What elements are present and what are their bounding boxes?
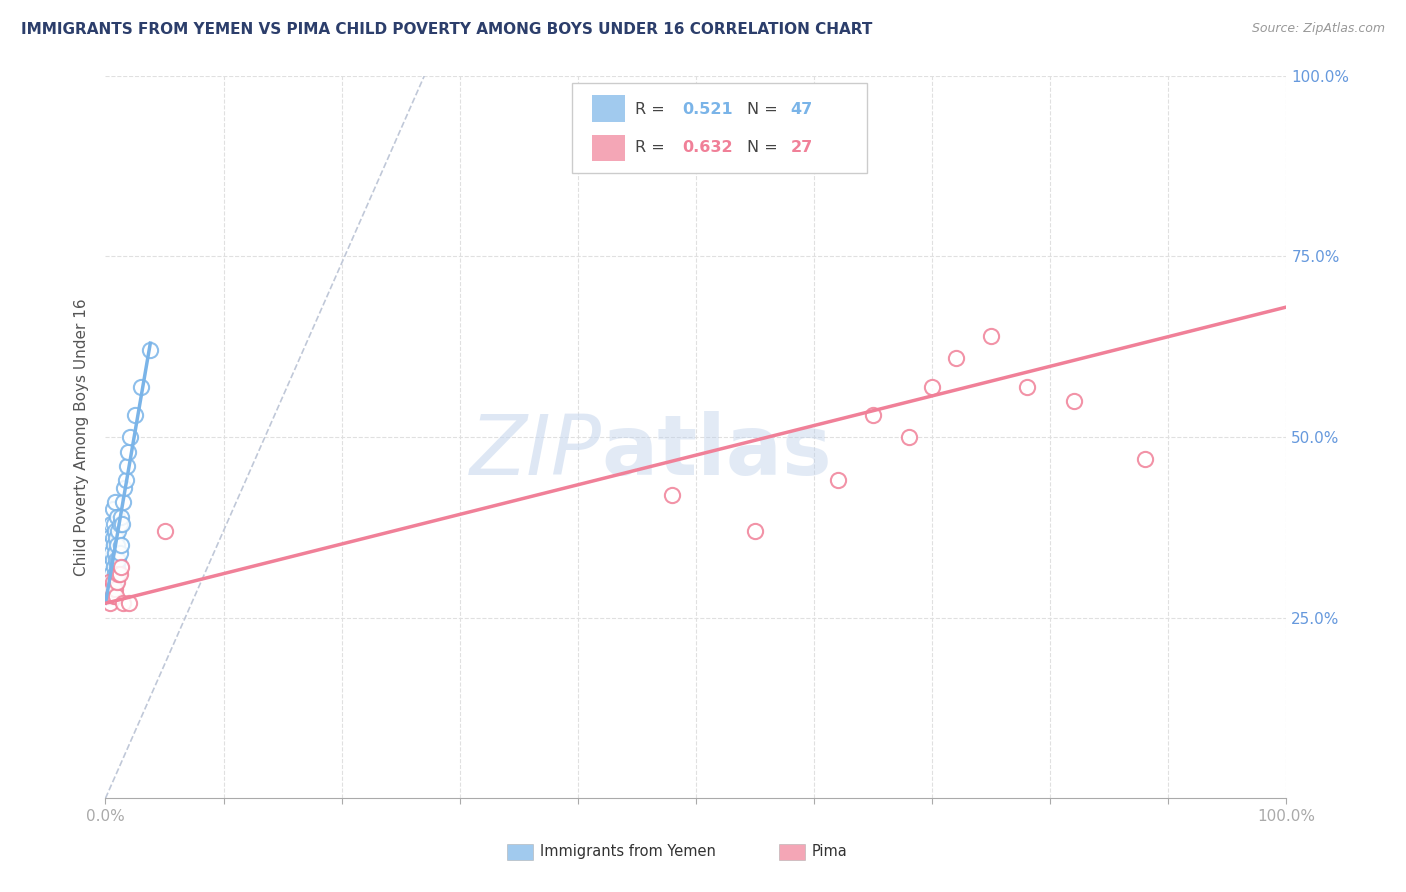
Bar bbox=[592, 135, 626, 161]
Point bbox=[103, 539, 125, 553]
Text: ZIP: ZIP bbox=[470, 411, 602, 492]
Point bbox=[104, 524, 127, 538]
Point bbox=[897, 430, 920, 444]
Point bbox=[1015, 379, 1038, 393]
Point bbox=[108, 567, 131, 582]
Y-axis label: Child Poverty Among Boys Under 16: Child Poverty Among Boys Under 16 bbox=[75, 298, 90, 576]
Point bbox=[115, 458, 138, 473]
Point bbox=[100, 516, 122, 531]
Point bbox=[97, 546, 120, 560]
Point bbox=[921, 379, 943, 393]
Text: N =: N = bbox=[747, 140, 783, 155]
Bar bbox=[508, 844, 533, 860]
Point bbox=[105, 531, 128, 545]
Point bbox=[96, 582, 118, 596]
Point bbox=[110, 539, 132, 553]
Point bbox=[107, 553, 129, 567]
Point bbox=[98, 560, 121, 574]
Text: Source: ZipAtlas.com: Source: ZipAtlas.com bbox=[1251, 22, 1385, 36]
Point bbox=[120, 430, 142, 444]
Point bbox=[110, 509, 132, 524]
Point bbox=[100, 582, 122, 596]
Point bbox=[744, 524, 766, 538]
FancyBboxPatch shape bbox=[572, 83, 868, 173]
Point bbox=[153, 524, 176, 538]
Point bbox=[980, 329, 1002, 343]
Point bbox=[101, 574, 124, 589]
Point bbox=[103, 589, 125, 603]
Point bbox=[108, 516, 131, 531]
Point bbox=[945, 351, 967, 365]
Point bbox=[98, 574, 121, 589]
Text: 0.521: 0.521 bbox=[682, 102, 733, 117]
Point bbox=[98, 582, 121, 596]
Point bbox=[105, 553, 128, 567]
Point bbox=[110, 560, 132, 574]
Bar bbox=[592, 95, 626, 121]
Point bbox=[98, 596, 121, 610]
Point bbox=[103, 516, 125, 531]
Point bbox=[105, 589, 128, 603]
Point bbox=[107, 524, 129, 538]
Text: 47: 47 bbox=[790, 102, 813, 117]
Point bbox=[98, 574, 121, 589]
Point bbox=[114, 474, 136, 488]
Point bbox=[100, 546, 122, 560]
Text: 0.632: 0.632 bbox=[682, 140, 733, 155]
Text: R =: R = bbox=[634, 140, 669, 155]
Point bbox=[105, 509, 128, 524]
Text: R =: R = bbox=[634, 102, 669, 117]
Point bbox=[1133, 451, 1156, 466]
Point bbox=[139, 343, 162, 358]
Bar bbox=[779, 844, 804, 860]
Point bbox=[107, 567, 129, 582]
Point bbox=[661, 488, 683, 502]
Text: N =: N = bbox=[747, 102, 783, 117]
Point bbox=[98, 539, 121, 553]
Point bbox=[100, 567, 122, 582]
Text: atlas: atlas bbox=[602, 411, 832, 492]
Point bbox=[112, 596, 135, 610]
Point bbox=[103, 582, 125, 596]
Point bbox=[103, 560, 125, 574]
Text: Pima: Pima bbox=[811, 845, 848, 859]
Point bbox=[101, 502, 124, 516]
Point bbox=[104, 567, 127, 582]
Point bbox=[100, 589, 122, 603]
Point bbox=[104, 495, 127, 509]
Point bbox=[117, 444, 139, 458]
Point bbox=[112, 495, 135, 509]
Point bbox=[105, 574, 128, 589]
Point bbox=[108, 546, 131, 560]
Text: IMMIGRANTS FROM YEMEN VS PIMA CHILD POVERTY AMONG BOYS UNDER 16 CORRELATION CHAR: IMMIGRANTS FROM YEMEN VS PIMA CHILD POVE… bbox=[21, 22, 873, 37]
Point bbox=[96, 582, 118, 596]
Point bbox=[104, 546, 127, 560]
Point bbox=[98, 531, 121, 545]
Point bbox=[105, 574, 128, 589]
Point bbox=[129, 379, 152, 393]
Point bbox=[124, 409, 146, 423]
Point bbox=[97, 567, 120, 582]
Point bbox=[101, 531, 124, 545]
Point bbox=[98, 553, 121, 567]
Text: 27: 27 bbox=[790, 140, 813, 155]
Point bbox=[111, 516, 134, 531]
Point bbox=[827, 474, 849, 488]
Point bbox=[97, 589, 120, 603]
Point bbox=[101, 553, 124, 567]
Point bbox=[118, 596, 141, 610]
Point bbox=[862, 409, 884, 423]
Point bbox=[1063, 393, 1085, 408]
Point bbox=[105, 539, 128, 553]
Point bbox=[101, 574, 124, 589]
Point bbox=[105, 560, 128, 574]
Text: Immigrants from Yemen: Immigrants from Yemen bbox=[540, 845, 716, 859]
Point bbox=[112, 481, 135, 495]
Point bbox=[104, 582, 127, 596]
